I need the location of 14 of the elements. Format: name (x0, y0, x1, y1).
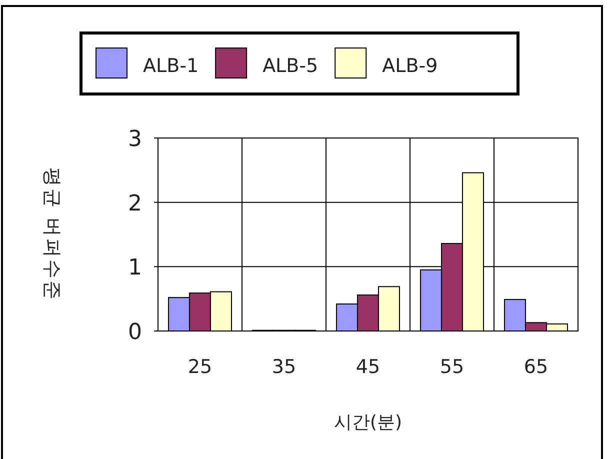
ytick: 3 (128, 127, 142, 152)
legend: ALB-5 (262, 55, 318, 77)
xtick: 25 (188, 356, 212, 378)
xtick: 55 (440, 356, 464, 378)
legend: ALB-9 (382, 55, 438, 77)
xlabel: 시간(분) (334, 412, 402, 433)
ytick: 0 (128, 320, 142, 345)
xtick: 35 (272, 356, 296, 378)
ytick: 1 (128, 256, 142, 281)
ytick: 2 (128, 191, 142, 216)
legend: ALB-1 (143, 55, 199, 77)
xtick: 65 (524, 356, 548, 378)
ylabel: 평균 버퍼수준 (41, 167, 63, 302)
xtick: 45 (356, 356, 380, 378)
